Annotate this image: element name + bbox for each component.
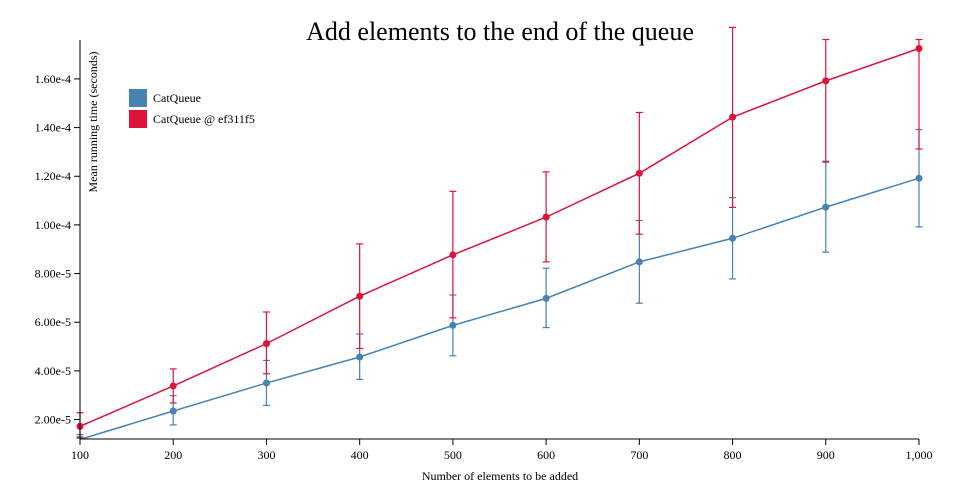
y-tick-label: 1.20e-4 [35, 169, 71, 183]
data-point [542, 294, 550, 302]
data-point [822, 203, 830, 211]
x-tick-label: 500 [444, 448, 462, 462]
x-tick-label: 900 [817, 448, 835, 462]
legend: CatQueue CatQueue @ ef311f5 [129, 89, 255, 128]
data-point [449, 251, 457, 259]
y-tick-label: 4.00e-5 [35, 364, 71, 378]
data-point [729, 113, 737, 121]
y-tick-label: 2.00e-5 [35, 413, 71, 427]
data-point [915, 174, 923, 182]
x-tick-label: 100 [71, 448, 89, 462]
data-point [262, 340, 270, 348]
legend-label: CatQueue [153, 91, 201, 105]
legend-swatch [129, 89, 147, 107]
y-tick-label: 6.00e-5 [35, 315, 71, 329]
data-point [635, 169, 643, 177]
y-tick-label: 8.00e-5 [35, 267, 71, 281]
x-tick-label: 1,000 [906, 448, 933, 462]
x-axis-title: Number of elements to be added [422, 469, 578, 483]
y-tick-label: 1.40e-4 [35, 121, 71, 135]
chart-title: Add elements to the end of the queue [306, 17, 694, 46]
data-point [356, 292, 364, 300]
x-tick-label: 700 [630, 448, 648, 462]
y-axis-title: Mean running time (seconds) [86, 52, 100, 193]
x-axis: 100 200 300 400 500 600 700 800 900 1,000 [71, 438, 933, 462]
data-point [262, 379, 270, 387]
series-2 [76, 26, 923, 438]
data-point [729, 234, 737, 242]
legend-swatch [129, 110, 147, 128]
data-point [542, 213, 550, 221]
series-line [79, 47, 920, 428]
data-point [635, 258, 643, 266]
x-tick-label: 400 [351, 448, 369, 462]
series-line [79, 177, 920, 439]
plot-area [76, 26, 923, 439]
y-tick-label: 1.60e-4 [35, 72, 71, 86]
x-tick-label: 600 [537, 448, 555, 462]
data-point [169, 407, 177, 415]
y-tick-label: 1.00e-4 [35, 218, 71, 232]
data-point [915, 45, 923, 53]
data-point [822, 77, 830, 85]
data-point [356, 353, 364, 361]
series-1 [76, 128, 923, 439]
x-tick-label: 200 [164, 448, 182, 462]
x-tick-label: 300 [257, 448, 275, 462]
legend-label: CatQueue @ ef311f5 [153, 112, 255, 126]
x-tick-label: 800 [724, 448, 742, 462]
data-point [169, 382, 177, 390]
data-point [449, 321, 457, 329]
y-axis: 2.00e-5 4.00e-5 6.00e-5 8.00e-5 1.00e-4 1.20e… [35, 40, 81, 439]
